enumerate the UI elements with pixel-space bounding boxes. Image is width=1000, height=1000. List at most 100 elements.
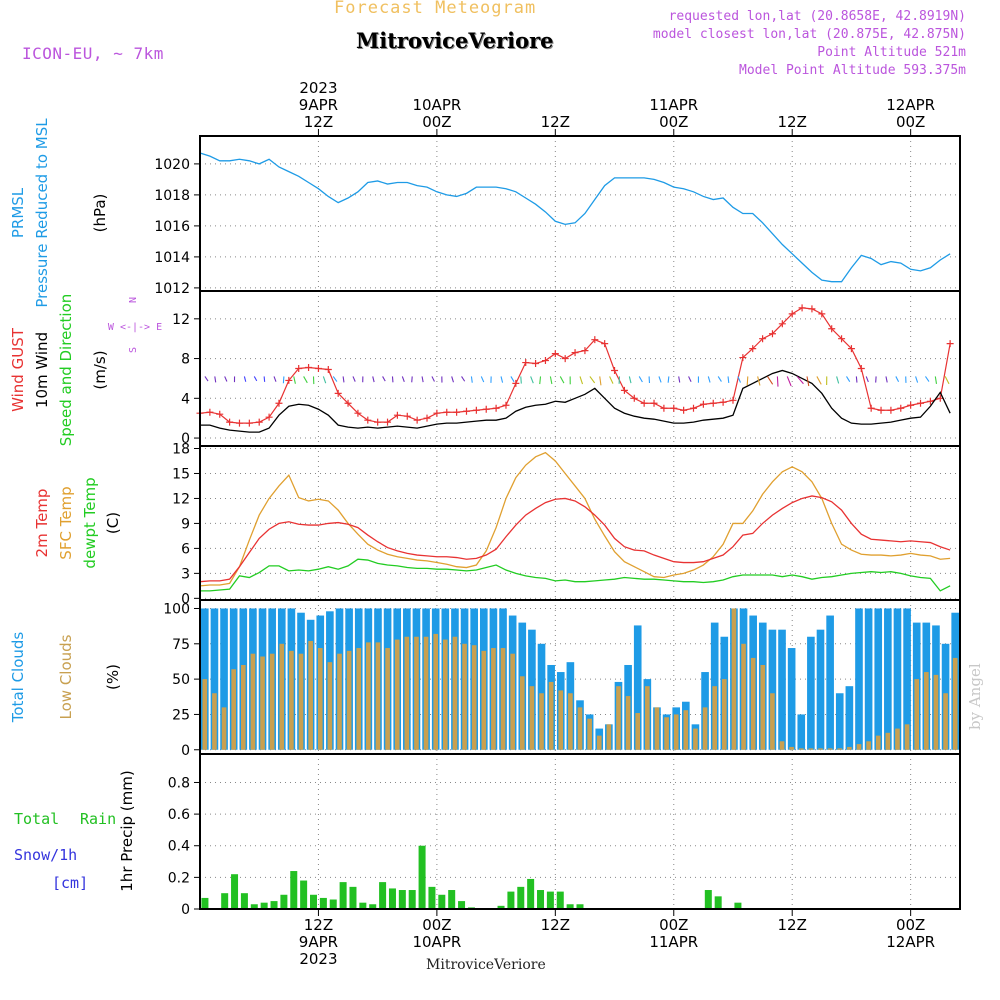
- low-cloud-bar: [625, 696, 631, 750]
- compass-south: S: [128, 347, 139, 353]
- subtitle: Forecast Meteogram: [334, 0, 537, 18]
- rain-bar: [388, 888, 396, 909]
- gust-marker: [680, 406, 688, 414]
- low-cloud-bar: [366, 642, 371, 750]
- low-cloud-bar: [866, 741, 871, 750]
- gust-marker: [502, 401, 510, 409]
- ytick-label: 1014: [154, 250, 190, 266]
- low-cloud-bar: [452, 636, 458, 750]
- wind-arrow: [816, 376, 822, 385]
- compass-we: W <-|-> E: [108, 322, 162, 333]
- wind-arrow: [303, 376, 308, 384]
- gust-marker: [413, 416, 421, 424]
- gust-marker: [522, 359, 530, 367]
- ytick-label: 100: [163, 601, 190, 617]
- wind-arrow: [293, 376, 296, 384]
- wind-arrow: [451, 376, 454, 383]
- top-date-label: 10APR: [412, 96, 461, 114]
- low-cloud-bar: [770, 693, 775, 750]
- gust-line: [199, 307, 951, 424]
- low-cloud-bar: [914, 679, 920, 750]
- low-cloud-bar: [346, 650, 352, 750]
- rain-bar: [428, 886, 436, 909]
- rain-bar: [448, 890, 456, 909]
- bottom-hour-label: 00Z: [896, 916, 925, 934]
- total-cloud-bar: [778, 629, 786, 750]
- low-cloud-bar: [702, 707, 708, 750]
- gust-marker: [867, 404, 875, 412]
- low-cloud-bar: [856, 744, 862, 750]
- gust-marker: [532, 360, 540, 368]
- rain-bar: [240, 893, 248, 909]
- wind-arrow: [885, 376, 888, 383]
- gust-marker: [808, 305, 816, 313]
- low-cloud-bar: [308, 640, 313, 750]
- wind-arrow: [688, 376, 692, 383]
- total-cloud-bar: [797, 714, 806, 750]
- low-cloud-bar: [895, 728, 900, 750]
- low-cloud-bar: [837, 748, 843, 750]
- gust-marker: [670, 404, 678, 412]
- model-label: ICON-EU, ~ 7km: [22, 44, 164, 63]
- pressure-unit: (hPa): [91, 194, 109, 233]
- low-cloud-bar: [491, 648, 496, 750]
- rain-bar: [300, 880, 308, 909]
- gust-marker: [739, 354, 747, 362]
- gust-marker: [877, 406, 885, 414]
- ytick-label: 3: [181, 566, 190, 582]
- gust-marker: [472, 406, 480, 414]
- gust-marker: [650, 399, 658, 407]
- bottom-date-label: 9APR: [299, 933, 338, 951]
- gust-marker: [462, 407, 470, 415]
- legend-total: Total: [14, 810, 59, 828]
- wind-arrow: [737, 376, 741, 383]
- wind-arrow: [530, 376, 534, 384]
- low-cloud-bar: [250, 653, 256, 750]
- gust-marker: [660, 404, 668, 412]
- total-cloud-bar: [826, 615, 834, 750]
- wind-arrow: [461, 376, 466, 382]
- wind-arrow: [589, 376, 596, 384]
- gust-marker: [828, 325, 836, 333]
- low-cloud-bar: [847, 746, 852, 750]
- top-hour-label: 00Z: [659, 113, 688, 131]
- bottom-date-label: 12APR: [886, 933, 935, 951]
- total-cloud-bar: [210, 608, 219, 750]
- low-cloud-bar: [548, 681, 554, 750]
- gust-marker: [601, 340, 609, 348]
- top-hour-label: 12Z: [541, 113, 570, 131]
- top-date-label: 11APR: [649, 96, 698, 114]
- gust-marker: [235, 419, 243, 427]
- gust-marker: [393, 411, 401, 419]
- gust-marker: [314, 365, 322, 372]
- requested-coords: requested lon,lat (20.8658E, 42.8919N): [668, 9, 966, 24]
- wind-arrow: [855, 376, 858, 383]
- top-hour-label: 00Z: [422, 113, 451, 131]
- gust-marker: [265, 413, 273, 421]
- low-cloud-bar: [789, 746, 794, 750]
- low-cloud-bar: [712, 686, 717, 750]
- low-cloud-bar: [750, 657, 756, 750]
- ytick-label: 4: [181, 391, 190, 407]
- wind-arrow: [609, 376, 614, 384]
- wind-arrow: [401, 376, 405, 383]
- rain-bar: [408, 890, 416, 909]
- gust-marker: [690, 404, 698, 412]
- ytick-label: 0: [181, 591, 190, 607]
- low-cloud-bar: [471, 645, 477, 750]
- low-cloud-bar: [683, 710, 689, 750]
- gust-marker: [946, 340, 954, 348]
- rain-bar: [398, 890, 406, 909]
- rain-bar: [734, 902, 742, 909]
- wind-arrow: [282, 376, 285, 384]
- rain-bar: [359, 902, 367, 909]
- wind-arrow: [796, 376, 804, 385]
- gust-marker: [591, 336, 599, 344]
- wind-dir-axis-title: Speed and Direction: [57, 294, 75, 447]
- rain-bar: [537, 890, 545, 909]
- rain-bar: [280, 894, 288, 909]
- gust-marker: [897, 404, 905, 412]
- low-cloud-bar: [616, 686, 621, 750]
- total-cloud-bar: [220, 608, 228, 750]
- low-cloud-bar: [375, 642, 381, 750]
